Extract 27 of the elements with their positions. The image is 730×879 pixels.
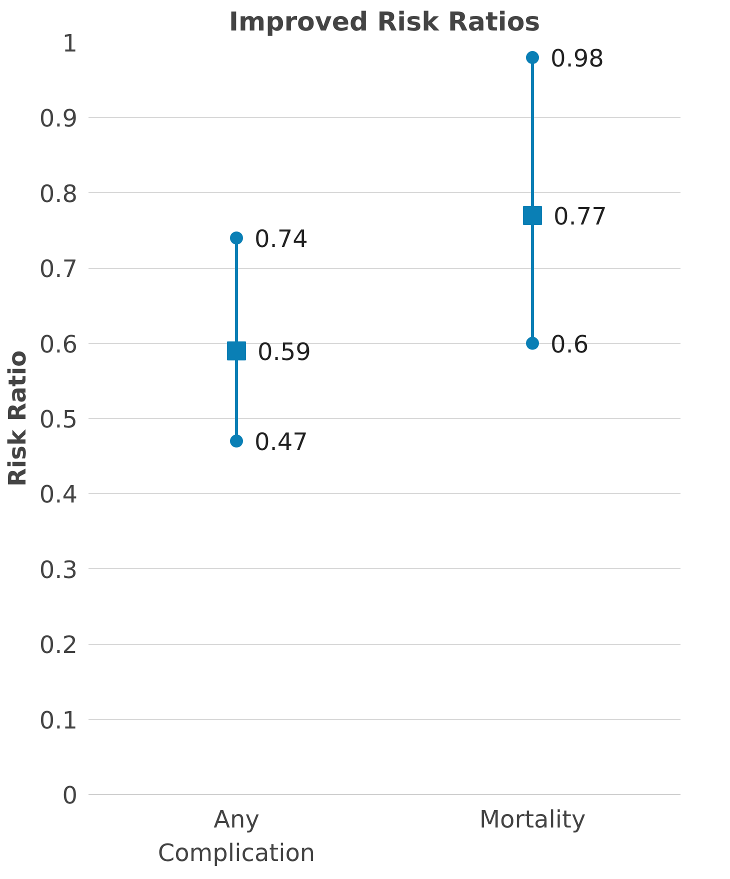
data-label: 0.47 xyxy=(254,428,308,456)
data-label: 0.98 xyxy=(550,44,604,73)
y-tick-label: 0.1 xyxy=(39,706,78,734)
y-axis-title: Risk Ratio xyxy=(3,350,32,487)
y-tick-label: 0.9 xyxy=(39,104,78,133)
data-label: 0.77 xyxy=(554,202,607,230)
y-tick-label: 0 xyxy=(62,782,78,810)
data-label: 0.59 xyxy=(258,338,311,366)
point xyxy=(526,336,539,350)
point xyxy=(523,206,542,225)
y-tick-label: 0.8 xyxy=(39,180,78,208)
x-tick-label: Any Complication xyxy=(158,806,316,868)
data-label: 0.74 xyxy=(254,225,308,254)
y-tick-label: 1 xyxy=(62,30,78,58)
y-tick-label: 0.6 xyxy=(39,330,78,358)
chart-title: Improved Risk Ratios xyxy=(228,8,540,38)
data-label: 0.6 xyxy=(550,330,589,358)
y-tick-label: 0.2 xyxy=(39,631,78,660)
point xyxy=(230,434,243,448)
point xyxy=(227,341,246,360)
x-tick-label: Mortality xyxy=(479,806,586,834)
point xyxy=(230,232,243,245)
y-tick-label: 0.5 xyxy=(39,406,78,434)
point xyxy=(526,51,539,64)
y-tick-label: 0.7 xyxy=(39,255,78,284)
y-tick-label: 0.3 xyxy=(39,556,78,584)
y-tick-label: 0.4 xyxy=(39,480,78,509)
